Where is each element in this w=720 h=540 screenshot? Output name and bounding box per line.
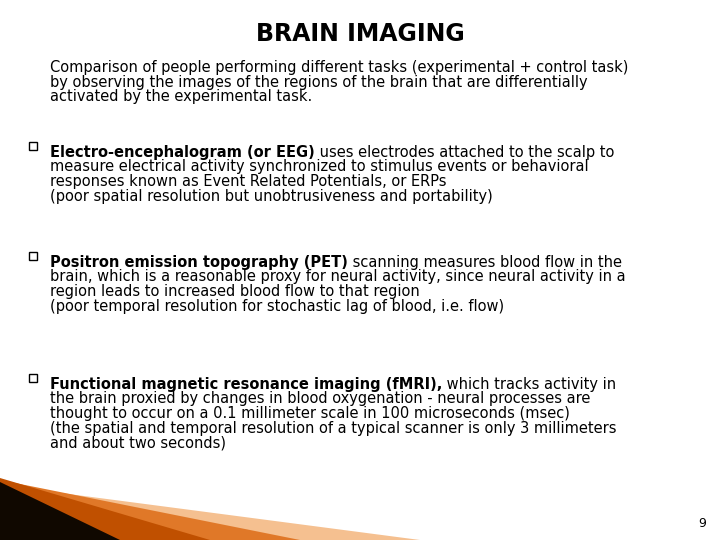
Text: scanning measures blood flow in the: scanning measures blood flow in the: [348, 255, 622, 270]
Polygon shape: [0, 485, 420, 540]
Text: by observing the images of the regions of the brain that are differentially: by observing the images of the regions o…: [50, 75, 588, 90]
Text: (poor spatial resolution but unobtrusiveness and portability): (poor spatial resolution but unobtrusive…: [50, 188, 492, 204]
Text: which tracks activity in: which tracks activity in: [442, 377, 616, 392]
Text: BRAIN IMAGING: BRAIN IMAGING: [256, 22, 464, 46]
Polygon shape: [0, 482, 120, 540]
Bar: [29, 142, 37, 150]
Text: (the spatial and temporal resolution of a typical scanner is only 3 millimeters: (the spatial and temporal resolution of …: [50, 421, 616, 435]
Polygon shape: [0, 478, 210, 540]
Text: Positron emission topography (PET): Positron emission topography (PET): [50, 255, 348, 270]
Text: 9: 9: [698, 517, 706, 530]
Text: responses known as Event Related Potentials, or ERPs: responses known as Event Related Potenti…: [50, 174, 446, 189]
Text: Functional magnetic resonance imaging (fMRI),: Functional magnetic resonance imaging (f…: [50, 377, 442, 392]
Text: (poor temporal resolution for stochastic lag of blood, i.e. flow): (poor temporal resolution for stochastic…: [50, 299, 504, 314]
Polygon shape: [0, 480, 300, 540]
Text: activated by the experimental task.: activated by the experimental task.: [50, 89, 312, 104]
Text: brain, which is a reasonable proxy for neural activity, since neural activity in: brain, which is a reasonable proxy for n…: [50, 269, 626, 285]
Text: measure electrical activity synchronized to stimulus events or behavioral: measure electrical activity synchronized…: [50, 159, 589, 174]
Bar: [29, 252, 37, 260]
Text: and about two seconds): and about two seconds): [50, 435, 226, 450]
Bar: [29, 374, 37, 382]
Text: uses electrodes attached to the scalp to: uses electrodes attached to the scalp to: [315, 145, 614, 160]
Text: region leads to increased blood flow to that region: region leads to increased blood flow to …: [50, 284, 420, 299]
Text: the brain proxied by changes in blood oxygenation - neural processes are: the brain proxied by changes in blood ox…: [50, 392, 590, 407]
Text: thought to occur on a 0.1 millimeter scale in 100 microseconds (msec): thought to occur on a 0.1 millimeter sca…: [50, 406, 570, 421]
Text: Electro-encephalogram (or EEG): Electro-encephalogram (or EEG): [50, 145, 315, 160]
Text: Comparison of people performing different tasks (experimental + control task): Comparison of people performing differen…: [50, 60, 629, 75]
